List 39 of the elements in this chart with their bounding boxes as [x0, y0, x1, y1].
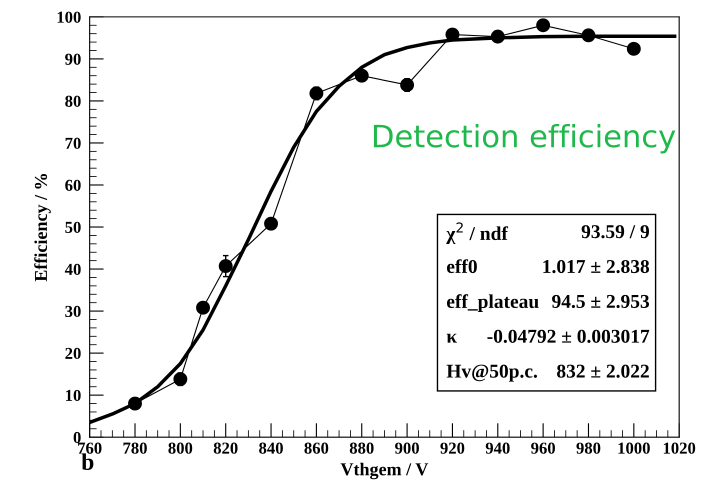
y-axis-title: Efficiency / %: [34, 174, 51, 282]
x-tick-label: 1000: [618, 442, 650, 454]
x-tick-label: 820: [214, 442, 238, 454]
x-tick-label: 880: [350, 442, 374, 454]
x-tick-label: 960: [531, 442, 555, 454]
annotation: κ: [446, 334, 457, 343]
y-tick-label: 80: [65, 96, 81, 107]
x-tick-label: 900: [395, 442, 419, 454]
y-tick-label: 100: [58, 12, 81, 23]
annotation: 94.5 ± 2.953: [552, 294, 650, 308]
y-tick-label: 70: [66, 138, 81, 149]
x-tick-label: 780: [123, 442, 147, 454]
x-tick-label: 840: [259, 442, 283, 454]
x-tick-label: 800: [168, 442, 192, 454]
annotation: Detection efficiency: [374, 124, 676, 154]
y-tick-label: 60: [65, 180, 81, 191]
text: b: [81, 453, 94, 470]
y-tick-label: 40: [64, 264, 81, 275]
x-tick-label: 860: [304, 442, 328, 454]
x-tick-label: 920: [440, 442, 464, 454]
y-tick-label: 0: [74, 432, 81, 444]
x-tick-label: 980: [576, 442, 600, 454]
annotation: eff0: [446, 259, 477, 274]
y-tick-label: 50: [65, 222, 81, 233]
y-tick-label: 20: [65, 348, 81, 360]
x-tick-label: 760: [78, 442, 102, 454]
annotation: Hv@50p.c.: [446, 364, 538, 382]
x-axis-title: Vthgem / V: [340, 462, 428, 480]
annotation: 93.59 / 9: [582, 225, 649, 238]
annotation: 1.017 ± 2.838: [543, 260, 650, 274]
annotation: χ$^{2}$ / ndf: [446, 222, 508, 244]
y-tick-label: 90: [65, 54, 81, 65]
x-tick-label: 940: [486, 442, 510, 454]
annotation: -0.04792 ± 0.003017: [487, 330, 650, 343]
x-tick-label: 1020: [664, 442, 696, 454]
y-tick-label: 30: [65, 306, 81, 318]
y-tick-label: 10: [66, 390, 81, 402]
annotation: eff_plateau: [446, 294, 539, 312]
annotation: 832 ± 2.022: [557, 364, 649, 378]
